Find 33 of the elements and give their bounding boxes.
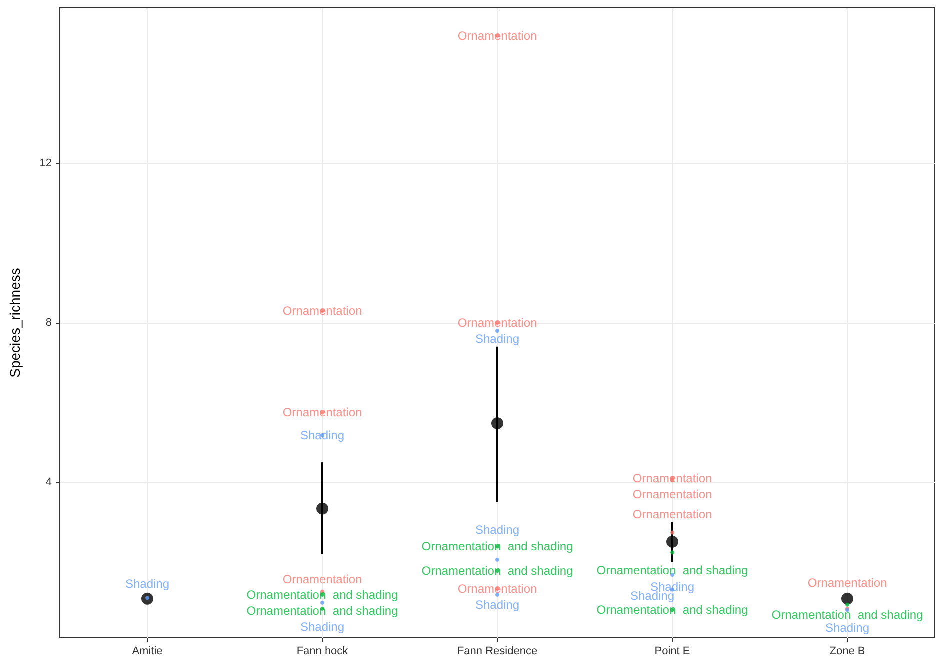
data-label: Ornamentation <box>458 582 538 596</box>
x-tick-label: Amitie <box>132 646 163 658</box>
data-label: Ornamentation <box>282 304 362 318</box>
data-label: Ornamentation <box>282 572 362 587</box>
data-label: Ornamentation and shading <box>246 604 398 618</box>
data-label: Ornamentation <box>632 488 712 502</box>
data-label: Ornamentation <box>632 508 712 522</box>
data-label: Ornamentation and shading <box>246 588 398 602</box>
data-label: Shading <box>475 522 520 537</box>
y-axis-title: Species_richness <box>7 268 23 378</box>
data-label: Ornamentation and shading <box>772 608 924 622</box>
data-label: Shading <box>300 428 345 442</box>
data-label: Ornamentation and shading <box>596 564 748 578</box>
data-label: Shading <box>475 332 520 346</box>
x-tick-label: Point E <box>654 646 690 658</box>
data-label: Ornamentation and shading <box>422 564 574 578</box>
data-label: Shading <box>825 621 870 636</box>
x-tick-label: Fann Residence <box>457 646 538 658</box>
x-tick-label: Zone B <box>830 646 866 658</box>
data-label: Shading <box>650 580 695 594</box>
y-tick-label: 4 <box>46 476 52 488</box>
data-label: Ornamentation and shading <box>422 540 574 554</box>
data-label: Ornamentation <box>458 316 538 330</box>
data-label: Ornamentation <box>458 28 538 43</box>
data-label: Ornamentation <box>808 576 888 590</box>
data-label: Ornamentation <box>282 406 362 420</box>
y-tick-label: 8 <box>46 317 52 329</box>
data-label: Shading <box>300 620 345 634</box>
x-tick-label: Fann hock <box>296 646 349 658</box>
data-label: Ornamentation and shading <box>596 603 748 618</box>
data-label: Shading <box>125 577 170 592</box>
y-tick-label: 12 <box>40 158 52 170</box>
data-label: Shading <box>475 598 520 612</box>
